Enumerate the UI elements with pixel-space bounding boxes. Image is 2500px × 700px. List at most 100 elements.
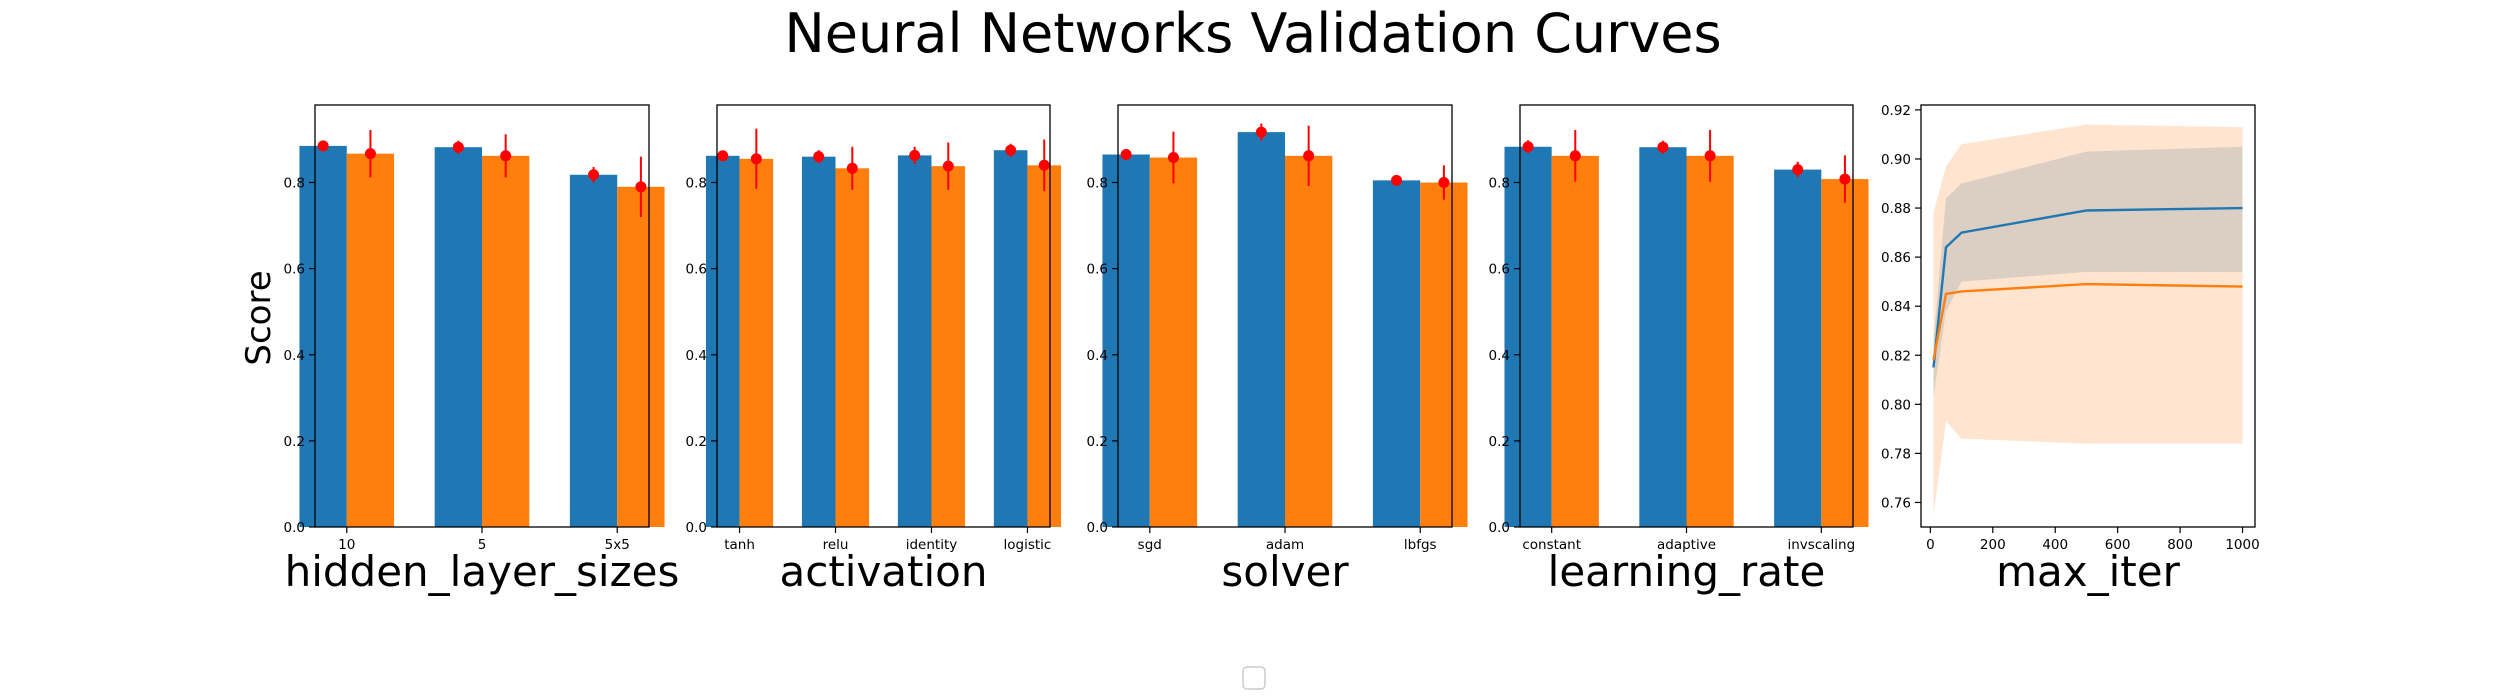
x-axis-label: learning_rate xyxy=(1548,547,1826,596)
y-tick-label: 0.6 xyxy=(284,262,305,278)
bar-learning_rate-invscaling-series1 xyxy=(1821,179,1869,527)
errorbar-marker-learning_rate-adaptive-series1 xyxy=(1704,150,1716,162)
x-tick-label: constant xyxy=(1522,537,1581,553)
errorbar-marker-learning_rate-constant-series1 xyxy=(1569,150,1581,162)
y-tick-label: 0.0 xyxy=(686,520,707,536)
y-tick-label: 0.2 xyxy=(1489,434,1510,450)
x-tick-label: 10 xyxy=(338,537,355,553)
bar-activation-relu-series0 xyxy=(801,156,836,527)
x-tick-label: relu xyxy=(823,537,849,553)
bar-hidden_layer_sizes-5-series1 xyxy=(482,155,530,527)
y-tick-label: 0.4 xyxy=(284,348,305,364)
bar-hidden_layer_sizes-5x5-series0 xyxy=(569,174,618,527)
y-tick-label: 0.88 xyxy=(1881,201,1911,217)
bar-solver-sgd-series0 xyxy=(1102,154,1150,528)
bar-activation-identity-series1 xyxy=(931,166,966,527)
confidence-band-series1 xyxy=(1933,124,2243,515)
y-tick-label: 0.6 xyxy=(686,262,707,278)
subplot-activation: tanh relu identity logistic 0.0 0.2 0.4 0.6 0.8 a… xyxy=(686,104,1062,596)
y-tick-label: 0.84 xyxy=(1881,299,1911,315)
mean-line-series1 xyxy=(1932,282,2243,361)
legend-box xyxy=(1242,666,1266,690)
bar-hidden_layer_sizes-10-series1 xyxy=(346,153,395,527)
bar-learning_rate-constant-series0 xyxy=(1504,146,1552,527)
errorbar-marker-learning_rate-constant-series0 xyxy=(1522,141,1534,153)
bar-solver-adam-series1 xyxy=(1285,155,1333,527)
x-tick-label: 600 xyxy=(2105,537,2131,553)
x-tick-label: identity xyxy=(906,537,958,553)
y-tick-label: 0.8 xyxy=(1489,176,1510,192)
y-tick-label: 0.8 xyxy=(1087,176,1108,192)
bar-activation-tanh-series0 xyxy=(705,155,740,527)
x-tick-label: logistic xyxy=(1004,537,1052,553)
x-tick-label: 5 xyxy=(478,537,487,553)
subplots: 10 5 5x5 0.0 0.2 0.4 0.6 0.8 hidden_layer_sizes t… xyxy=(284,103,2260,596)
errorbar-marker-activation-relu-series1 xyxy=(846,162,858,174)
errorbar-marker-solver-lbfgs-series0 xyxy=(1391,174,1403,186)
axes-frame xyxy=(314,104,650,528)
errorbar-marker-activation-identity-series0 xyxy=(909,149,921,161)
y-tick-label: 0.4 xyxy=(686,348,707,364)
y-tick-label: 0.86 xyxy=(1881,250,1911,266)
figure-title: Neural Networks Validation Curves xyxy=(784,2,1721,65)
errorbar-marker-activation-tanh-series1 xyxy=(750,153,762,165)
x-axis-label: solver xyxy=(1221,547,1349,596)
y-axis-label: Score xyxy=(239,270,279,365)
y-tick-label: 0.8 xyxy=(284,176,305,192)
x-axis-label: activation xyxy=(779,547,987,596)
y-tick-label: 0.78 xyxy=(1881,446,1911,462)
x-tick-label: 1000 xyxy=(2225,537,2259,553)
x-tick-label: 200 xyxy=(1980,537,2006,553)
bar-solver-lbfgs-series1 xyxy=(1420,182,1468,528)
bar-activation-logistic-series1 xyxy=(1027,165,1062,528)
errorbar-marker-solver-lbfgs-series1 xyxy=(1438,177,1450,189)
bar-hidden_layer_sizes-10-series0 xyxy=(299,145,347,528)
y-tick-label: 0.4 xyxy=(1489,348,1510,364)
bar-learning_rate-invscaling-series0 xyxy=(1774,169,1822,527)
x-tick-label: 0 xyxy=(1926,537,1935,553)
x-tick-label: adam xyxy=(1266,537,1304,553)
errorbar-marker-solver-sgd-series0 xyxy=(1120,149,1132,161)
x-tick-label: invscaling xyxy=(1787,537,1855,553)
y-tick-label: 0.6 xyxy=(1489,262,1510,278)
errorbar-marker-solver-adam-series1 xyxy=(1303,150,1315,162)
subplot-learning_rate: constant adaptive invscaling 0.0 0.2 0.4 0.6 0.… xyxy=(1489,104,1869,596)
x-tick-label: tanh xyxy=(724,537,755,553)
y-tick-label: 0.90 xyxy=(1881,152,1911,168)
errorbar-marker-solver-adam-series0 xyxy=(1255,126,1267,138)
errorbar-marker-activation-tanh-series0 xyxy=(717,150,729,162)
errorbar-marker-hidden_layer_sizes-10-series1 xyxy=(364,148,376,160)
errorbar-marker-activation-logistic-series0 xyxy=(1005,144,1017,156)
axes-frame xyxy=(1920,104,2256,528)
axes-frame xyxy=(1519,104,1854,528)
errorbar-marker-learning_rate-invscaling-series1 xyxy=(1839,173,1851,185)
errorbar-marker-activation-identity-series1 xyxy=(942,160,954,172)
axes-frame xyxy=(1117,104,1453,528)
errorbar-marker-learning_rate-adaptive-series0 xyxy=(1657,141,1669,153)
y-tick-label: 0.6 xyxy=(1087,262,1108,278)
y-tick-label: 0.2 xyxy=(284,434,305,450)
bar-solver-lbfgs-series0 xyxy=(1372,180,1421,527)
x-tick-label: adaptive xyxy=(1657,537,1716,553)
mean-line-series0 xyxy=(1932,206,2243,368)
bar-learning_rate-adaptive-series1 xyxy=(1686,155,1734,527)
bar-learning_rate-constant-series1 xyxy=(1551,155,1599,527)
x-tick-label: 5x5 xyxy=(605,537,630,553)
x-tick-label: lbfgs xyxy=(1404,537,1437,553)
subplot-solver: sgd adam lbfgs 0.0 0.2 0.4 0.6 0.8 solver xyxy=(1087,104,1468,596)
y-tick-label: 0.82 xyxy=(1881,348,1911,364)
subplot-max_iter: 0 200 400 600 800 1000 0.76 0.78 0.80 0.82 0.84 0.8… xyxy=(1881,103,2260,596)
y-tick-label: 0.4 xyxy=(1087,348,1108,364)
axes-frame xyxy=(716,104,1051,528)
x-axis-label: max_iter xyxy=(1996,547,2180,596)
bar-activation-identity-series0 xyxy=(897,155,932,527)
bar-solver-sgd-series1 xyxy=(1149,157,1198,527)
bar-activation-logistic-series0 xyxy=(993,150,1028,527)
bar-activation-relu-series1 xyxy=(835,168,870,528)
bar-hidden_layer_sizes-5x5-series1 xyxy=(617,186,665,527)
x-tick-label: sgd xyxy=(1138,537,1162,553)
bar-hidden_layer_sizes-5-series0 xyxy=(434,147,482,527)
y-tick-label: 0.92 xyxy=(1881,103,1911,119)
x-axis-label: hidden_layer_sizes xyxy=(285,547,680,596)
